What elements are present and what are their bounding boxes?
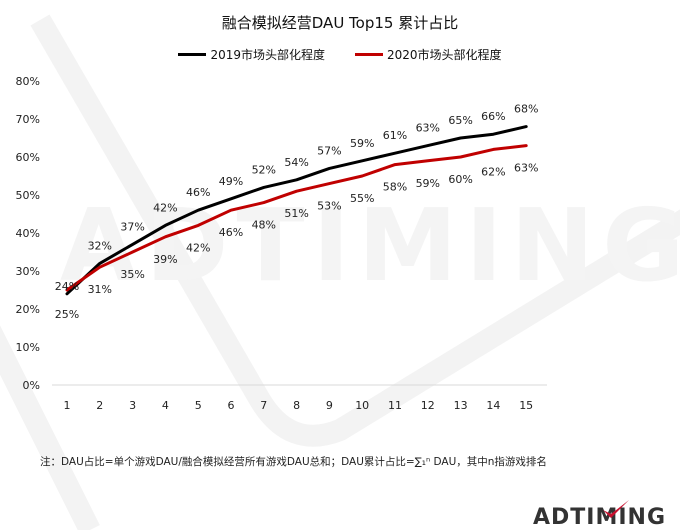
x-tick-label: 11 bbox=[388, 399, 402, 412]
data-label-2020: 35% bbox=[120, 268, 144, 281]
data-label-2019: 49% bbox=[219, 175, 243, 188]
data-label-2020: 46% bbox=[219, 226, 243, 239]
data-label-2019: 54% bbox=[284, 156, 308, 169]
x-tick-label: 7 bbox=[260, 399, 267, 412]
legend-item-2020: 2020市场头部化程度 bbox=[355, 46, 502, 63]
data-label-2020: 60% bbox=[448, 173, 472, 186]
x-tick-label: 6 bbox=[228, 399, 235, 412]
logo-check-icon bbox=[603, 500, 629, 518]
logo-text: ADTIMING bbox=[533, 505, 666, 528]
x-tick-label: 1 bbox=[64, 399, 71, 412]
y-tick-label: 0% bbox=[23, 379, 40, 392]
data-label-2019: 52% bbox=[252, 163, 276, 176]
data-label-2019: 63% bbox=[416, 122, 440, 135]
data-label-2020: 31% bbox=[88, 283, 112, 296]
data-label-2019: 61% bbox=[383, 129, 407, 142]
footnote: 注：DAU占比=单个游戏DAU/融合模拟经营所有游戏DAU总和；DAU累计占比=… bbox=[40, 456, 547, 468]
y-tick-label: 20% bbox=[16, 303, 40, 316]
data-label-2020: 39% bbox=[153, 253, 177, 266]
data-label-2019: 37% bbox=[120, 220, 144, 233]
data-label-2020: 59% bbox=[416, 177, 440, 190]
x-tick-label: 13 bbox=[454, 399, 468, 412]
data-label-2020: 58% bbox=[383, 181, 407, 194]
data-label-2020: 25% bbox=[55, 308, 79, 321]
y-tick-label: 60% bbox=[16, 151, 40, 164]
data-label-2020: 51% bbox=[284, 207, 308, 220]
data-label-2019: 46% bbox=[186, 186, 210, 199]
chart-title: 融合模拟经营DAU Top15 累计占比 bbox=[221, 14, 459, 32]
data-label-2019: 66% bbox=[481, 110, 505, 123]
x-tick-label: 14 bbox=[486, 399, 500, 412]
data-label-2020: 55% bbox=[350, 192, 374, 205]
legend-swatch-2019 bbox=[178, 53, 207, 56]
y-tick-label: 40% bbox=[16, 227, 40, 240]
data-label-2020: 53% bbox=[317, 200, 341, 213]
data-label-2019: 68% bbox=[514, 103, 538, 116]
x-tick-label: 8 bbox=[293, 399, 300, 412]
series-line-2019 bbox=[65, 125, 528, 296]
data-label-2019: 32% bbox=[88, 239, 112, 252]
data-label-2019: 65% bbox=[448, 114, 472, 127]
series-line-2020 bbox=[65, 144, 528, 292]
data-label-2020: 63% bbox=[514, 162, 538, 175]
adtiming-logo: ADTIMING bbox=[533, 500, 666, 528]
x-tick-label: 10 bbox=[355, 399, 369, 412]
x-tick-label: 5 bbox=[195, 399, 202, 412]
x-tick-label: 12 bbox=[421, 399, 435, 412]
legend-label-2019: 2019市场头部化程度 bbox=[210, 48, 325, 62]
legend-label-2020: 2020市场头部化程度 bbox=[387, 48, 502, 62]
y-tick-label: 10% bbox=[16, 341, 40, 354]
x-tick-label: 9 bbox=[326, 399, 333, 412]
data-label-2019: 24% bbox=[55, 280, 79, 293]
legend-swatch-2020 bbox=[355, 53, 383, 56]
data-label-2019: 42% bbox=[153, 201, 177, 214]
x-tick-label: 15 bbox=[519, 399, 533, 412]
x-tick-label: 4 bbox=[162, 399, 169, 412]
data-label-2020: 62% bbox=[481, 165, 505, 178]
data-label-2019: 57% bbox=[317, 144, 341, 157]
y-tick-label: 30% bbox=[16, 265, 40, 278]
data-label-2019: 59% bbox=[350, 137, 374, 150]
x-tick-label: 3 bbox=[129, 399, 136, 412]
data-label-2020: 48% bbox=[252, 219, 276, 232]
y-tick-label: 70% bbox=[16, 113, 40, 126]
data-label-2020: 42% bbox=[186, 241, 210, 254]
y-tick-label: 50% bbox=[16, 189, 40, 202]
legend: 2019市场头部化程度 2020市场头部化程度 bbox=[0, 46, 680, 63]
y-tick-label: 80% bbox=[16, 75, 40, 88]
x-tick-label: 2 bbox=[96, 399, 103, 412]
legend-item-2019: 2019市场头部化程度 bbox=[178, 46, 325, 63]
